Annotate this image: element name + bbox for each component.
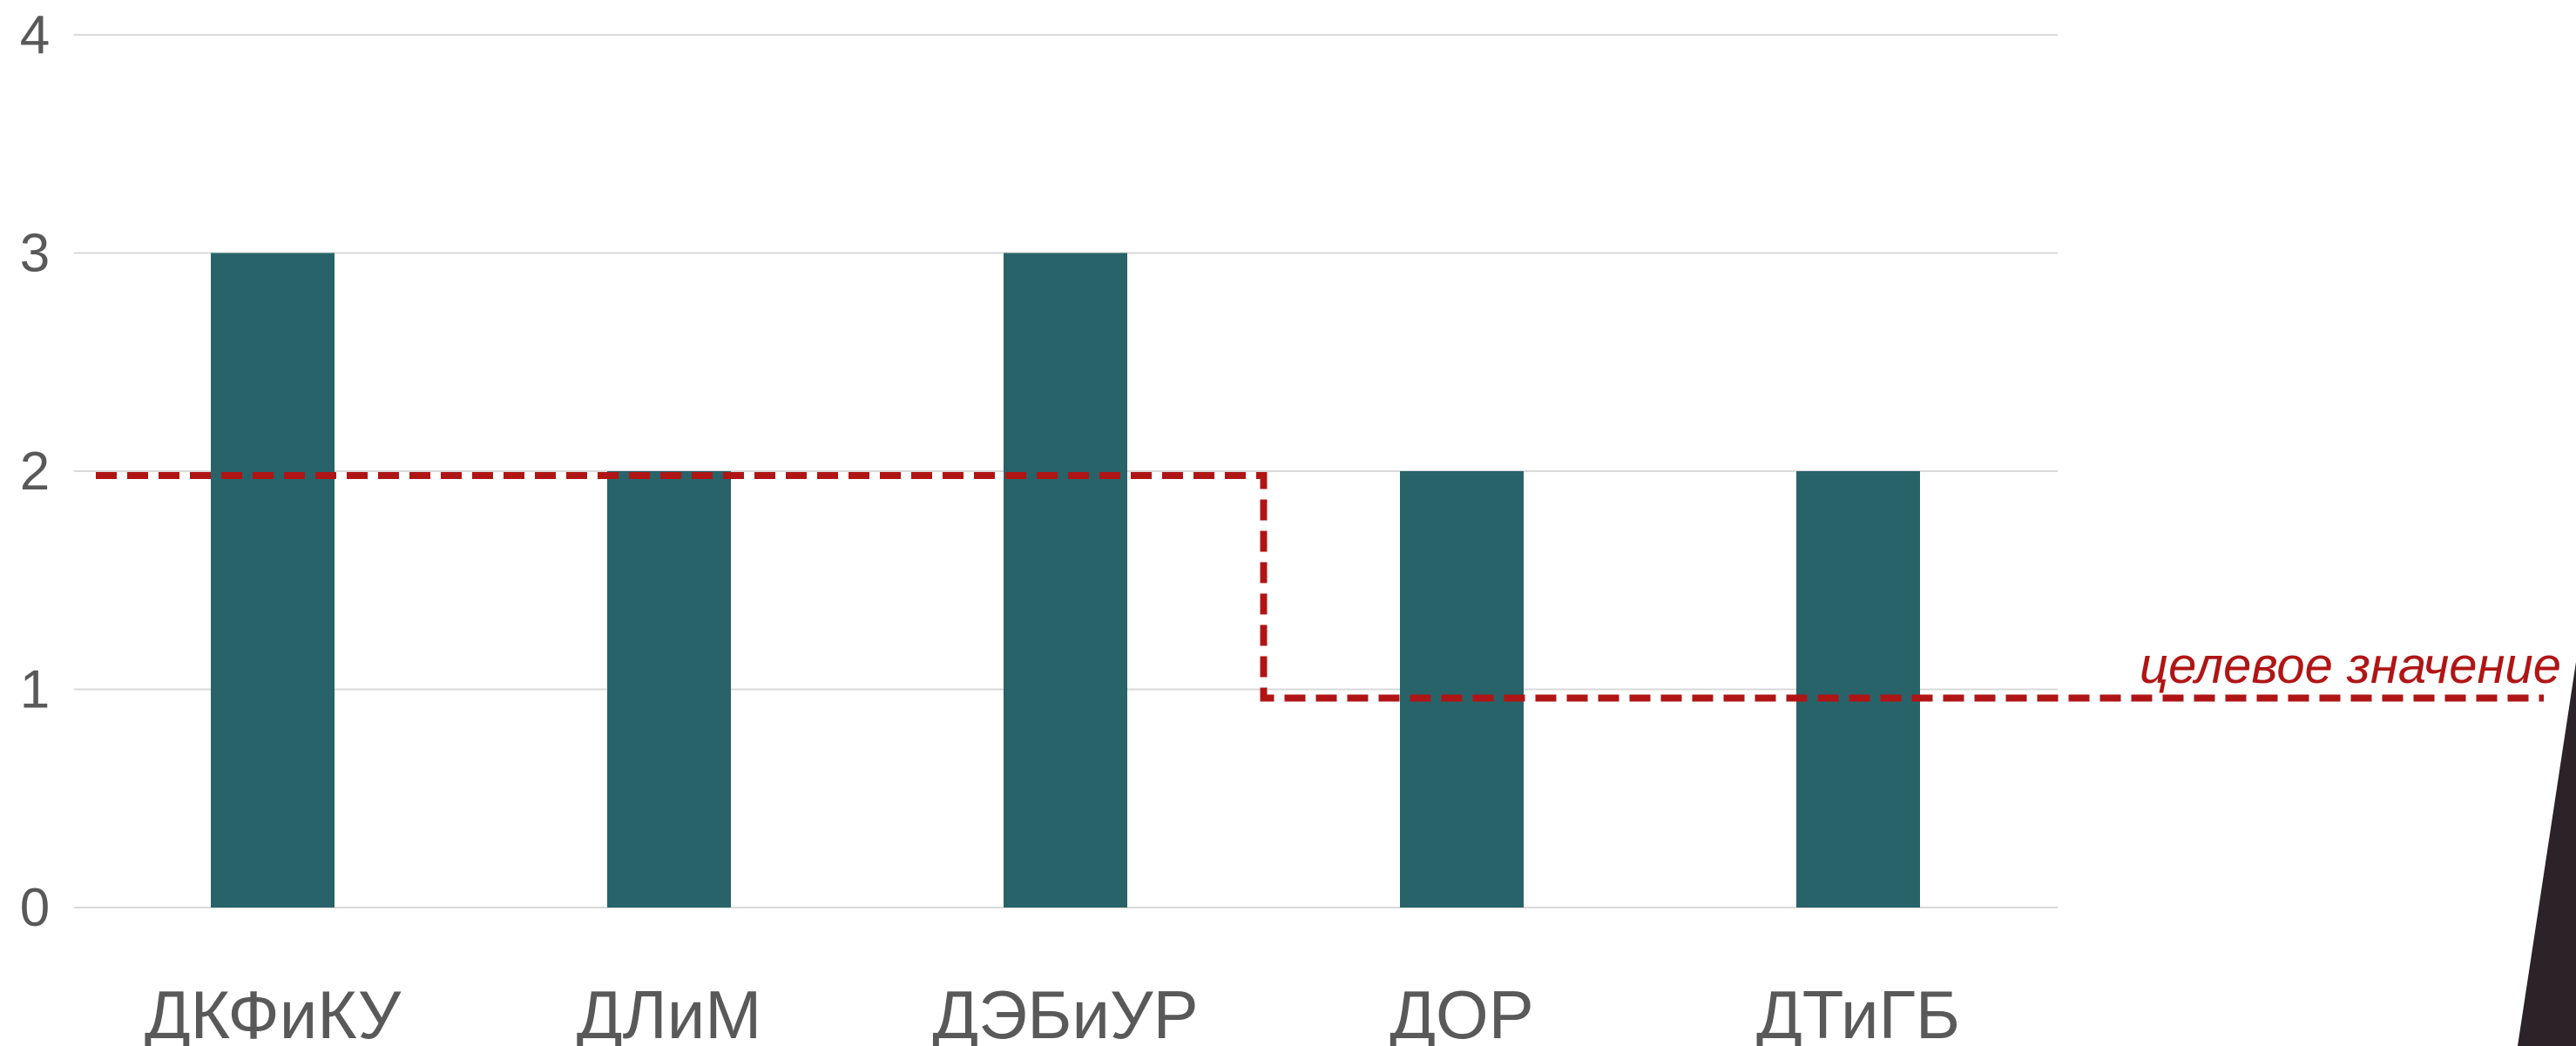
bar bbox=[211, 253, 335, 908]
x-tick-label: ДОР bbox=[1389, 976, 1534, 1046]
bars bbox=[211, 253, 1920, 908]
y-tick-label: 3 bbox=[20, 224, 50, 284]
x-tick-label: ДТиГБ bbox=[1756, 976, 1960, 1046]
target-label: целевое значение bbox=[2140, 638, 2561, 694]
x-axis-labels: ДКФиКУ ДЛиМ ДЭБиУР ДОР ДТиГБ bbox=[145, 976, 1960, 1046]
target-line: целевое значение bbox=[96, 472, 2561, 702]
y-tick-label: 2 bbox=[20, 442, 50, 502]
x-tick-label: ДЭБиУР bbox=[932, 976, 1198, 1046]
y-axis-ticks: 0 1 2 3 4 bbox=[20, 5, 50, 938]
target-step-line bbox=[96, 472, 2544, 702]
y-tick-label: 4 bbox=[20, 5, 50, 65]
bar bbox=[607, 471, 731, 908]
x-tick-label: ДКФиКУ bbox=[145, 976, 402, 1046]
corner-decoration bbox=[2518, 662, 2576, 1046]
bar bbox=[1400, 471, 1524, 908]
bar bbox=[1796, 471, 1920, 908]
y-tick-label: 1 bbox=[20, 660, 50, 720]
bar bbox=[1004, 253, 1127, 908]
y-tick-label: 0 bbox=[20, 878, 50, 938]
x-tick-label: ДЛиМ bbox=[577, 976, 762, 1046]
